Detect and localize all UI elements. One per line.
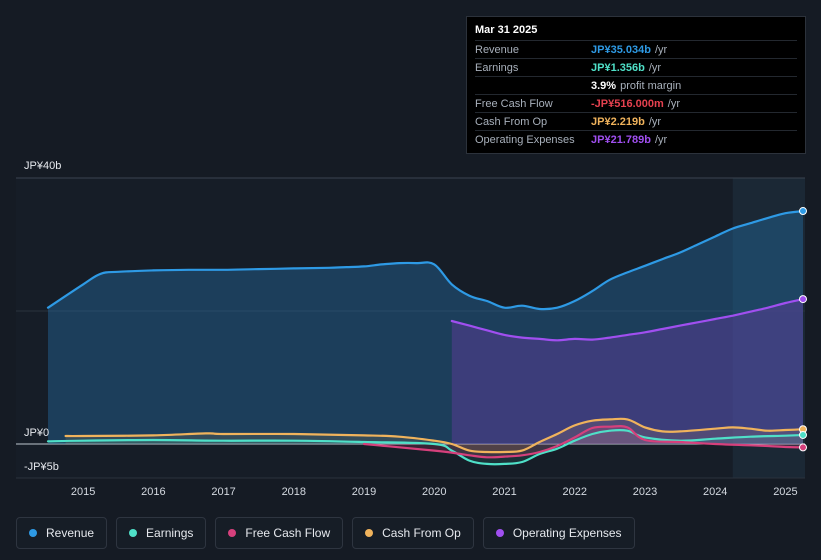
tooltip-row: Cash From Op JP¥2.219b/yr	[475, 112, 797, 130]
legend-dot-icon	[29, 529, 37, 537]
x-tick-2019: 2019	[352, 486, 376, 498]
legend-item-operating-expenses[interactable]: Operating Expenses	[482, 517, 635, 549]
legend-dot-icon	[495, 529, 504, 537]
x-tick-2022: 2022	[563, 486, 587, 498]
legend-label: Free Cash Flow	[245, 526, 331, 540]
x-tick-2024: 2024	[703, 486, 727, 498]
revenue-line	[46, 210, 805, 311]
y-axis-max-label: JP¥40b	[24, 160, 62, 172]
operating-expenses-line	[450, 298, 805, 342]
legend-dot-icon	[365, 529, 374, 537]
legend-item-revenue[interactable]: Revenue	[16, 517, 108, 549]
tooltip-row-unit: profit margin	[620, 79, 682, 92]
tooltip-row-unit: /yr	[648, 61, 662, 74]
tooltip-row-label: Free Cash Flow	[475, 97, 553, 110]
free-cash-flow-area	[364, 426, 803, 458]
legend-label: Earnings	[146, 526, 194, 540]
cash-from-op-line	[64, 417, 805, 454]
operating-expenses-end-point	[799, 295, 807, 304]
tooltip-row: 3.9% profit margin	[475, 76, 797, 94]
tooltip-row-value: JP¥21.789b	[591, 133, 651, 146]
legend-label: Revenue	[46, 526, 95, 540]
tooltip-row-value: JP¥35.034b	[591, 43, 651, 56]
legend-dot-icon	[228, 529, 237, 537]
tooltip-row-value: JP¥1.356b	[591, 61, 645, 74]
earnings-area	[48, 430, 803, 465]
legend-item-earnings[interactable]: Earnings	[116, 517, 207, 549]
tooltip-row-unit: /yr	[648, 115, 662, 128]
operating-expenses-area	[451, 299, 803, 444]
tooltip-row-label: Earnings	[475, 61, 519, 74]
free-cash-flow-line	[362, 424, 805, 459]
revenue-end-point	[799, 207, 807, 216]
earnings-end-point	[799, 430, 807, 439]
legend-dot-icon	[129, 529, 138, 537]
legend-label: Operating Expenses	[512, 526, 622, 540]
tooltip-row-label: Operating Expenses	[475, 133, 575, 146]
tooltip-row-value: -JP¥516.000m	[591, 97, 664, 110]
x-tick-2018: 2018	[282, 486, 306, 498]
chart-legend: Revenue Earnings Free Cash Flow Cash From O…	[16, 517, 635, 549]
tooltip-row-value: 3.9%	[591, 79, 617, 92]
earnings-line	[46, 428, 805, 466]
x-tick-2017: 2017	[211, 486, 235, 498]
tooltip-row-value: JP¥2.219b	[591, 115, 645, 128]
x-tick-2016: 2016	[141, 486, 165, 498]
tooltip-row-unit: /yr	[654, 43, 668, 56]
tooltip-row: Revenue JP¥35.034b/yr	[475, 40, 797, 58]
tooltip-row-unit: /yr	[667, 97, 681, 110]
x-tick-2020: 2020	[422, 486, 446, 498]
free-cash-flow-end-point	[799, 443, 807, 452]
tooltip-date: Mar 31 2025	[475, 24, 538, 36]
financial-chart: 2015 2016 2017 2018 2019 2020 2021 2022 2023 2024…	[16, 177, 807, 498]
x-tick-2025: 2025	[773, 486, 797, 498]
tooltip-row: Earnings JP¥1.356b/yr	[475, 58, 797, 76]
legend-item-free-cash-flow[interactable]: Free Cash Flow	[215, 517, 344, 549]
tooltip-row: Operating Expenses JP¥21.789b/yr	[475, 130, 797, 148]
x-tick-2015: 2015	[71, 486, 95, 498]
tooltip-row-label: Cash From Op	[475, 115, 548, 128]
x-tick-2023: 2023	[633, 486, 657, 498]
y-axis-zero-label: JP¥0	[24, 427, 50, 439]
tooltip-row-unit: /yr	[654, 133, 668, 146]
legend-item-cash-from-op[interactable]: Cash From Op	[352, 517, 474, 549]
tooltip-row: Free Cash Flow -JP¥516.000m/yr	[475, 94, 797, 112]
revenue-area	[48, 211, 803, 444]
tooltip-row-label: Revenue	[475, 43, 520, 56]
data-tooltip: Mar 31 2025 Revenue JP¥35.034b/yr Earnings…	[466, 16, 806, 154]
y-axis-min-label: -JP¥5b	[24, 461, 59, 473]
x-tick-2021: 2021	[492, 486, 516, 498]
legend-label: Cash From Op	[382, 526, 461, 540]
